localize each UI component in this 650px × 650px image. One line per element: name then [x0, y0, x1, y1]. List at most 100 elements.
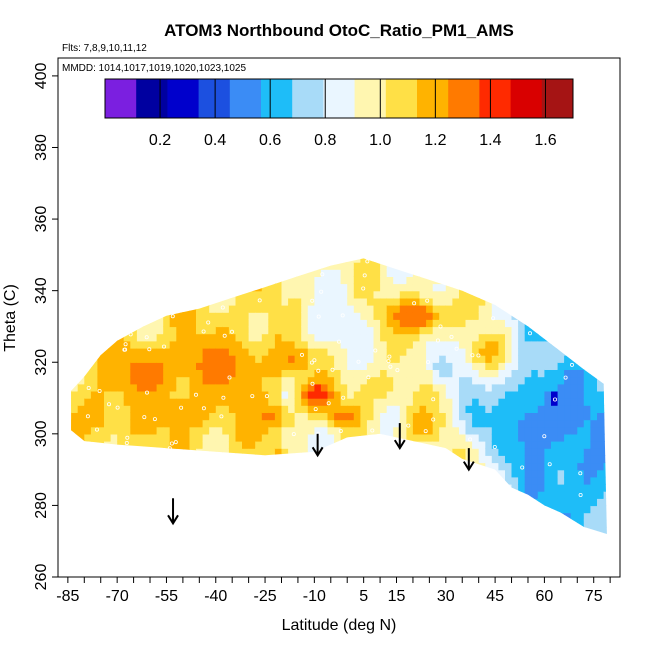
heatmap-cell: [169, 269, 177, 277]
heatmap-cell: [202, 441, 210, 449]
heatmap-cell: [202, 469, 210, 478]
heatmap-cell: [340, 405, 348, 413]
heatmap-cell: [215, 362, 223, 370]
heatmap-cell: [399, 426, 407, 435]
heatmap-cell: [196, 312, 204, 320]
heatmap-cell: [143, 469, 151, 478]
heatmap-cell: [406, 462, 414, 471]
heatmap-cell: [156, 512, 164, 521]
heatmap-cell: [412, 376, 421, 385]
heatmap-cell: [491, 505, 499, 514]
heatmap-cell: [570, 376, 578, 385]
heatmap-cell: [248, 269, 256, 277]
heatmap-cell: [498, 248, 505, 256]
heatmap-cell: [288, 441, 296, 449]
heatmap-cell: [90, 290, 99, 299]
heatmap-cell: [242, 340, 250, 349]
heatmap-cell: [130, 462, 138, 471]
heatmap-cell: [143, 491, 151, 499]
heatmap-cell: [577, 405, 585, 413]
heatmap-cell: [577, 483, 585, 492]
heatmap-cell: [182, 312, 191, 320]
heatmap-cell: [190, 248, 197, 256]
heatmap-cell: [597, 376, 605, 385]
heatmap-cell: [491, 526, 499, 534]
heatmap-cell: [590, 347, 598, 356]
heatmap-cell: [314, 340, 322, 349]
heatmap-cell: [399, 312, 407, 320]
heatmap-cell: [360, 355, 368, 363]
heatmap-cell: [294, 505, 302, 514]
heatmap-cell: [380, 340, 388, 349]
heatmap-cell: [590, 455, 598, 464]
heatmap-cell: [570, 491, 578, 499]
heatmap-cell: [340, 319, 348, 328]
heatmap-cell: [229, 534, 236, 542]
heatmap-cell: [452, 505, 460, 514]
heatmap-cell: [505, 258, 513, 263]
heatmap-cell: [222, 297, 230, 306]
heatmap-cell: [71, 398, 72, 406]
heatmap-cell: [97, 326, 105, 335]
heatmap-cell: [196, 362, 204, 370]
heatmap-cell: [228, 305, 237, 313]
heatmap-cell: [380, 433, 388, 442]
heatmap-cell: [445, 505, 453, 514]
heatmap-cell: [222, 405, 230, 413]
heatmap-cell: [340, 390, 348, 399]
heatmap-cell: [610, 427, 617, 435]
heatmap-cell: [327, 362, 335, 370]
heatmap-cell: [255, 262, 263, 270]
heatmap-cell: [169, 412, 177, 421]
heatmap-cell: [261, 426, 269, 435]
heatmap-cell: [307, 283, 315, 292]
heatmap-cell: [459, 405, 467, 413]
heatmap-cell: [301, 248, 308, 256]
observation-point: [128, 332, 133, 337]
heatmap-cell: [189, 258, 197, 263]
heatmap-cell: [537, 469, 545, 478]
heatmap-cell: [465, 426, 473, 435]
heatmap-cell: [189, 283, 197, 292]
heatmap-cell: [288, 405, 296, 413]
heatmap-cell: [360, 290, 368, 299]
heatmap-cell: [334, 319, 342, 328]
heatmap-cell: [366, 383, 375, 392]
heatmap-cell: [228, 419, 237, 428]
heatmap-cell: [189, 290, 197, 299]
heatmap-cell: [84, 398, 92, 406]
observation-point: [425, 298, 430, 303]
heatmap-cell: [498, 326, 506, 335]
observation-point: [221, 395, 226, 400]
heatmap-cell: [294, 319, 302, 328]
heatmap-cell: [491, 333, 499, 342]
heatmap-cell: [386, 483, 394, 492]
plot-area: [71, 248, 617, 542]
heatmap-cell: [511, 462, 519, 471]
heatmap-cell: [255, 376, 263, 385]
heatmap-cell: [505, 290, 513, 299]
heatmap-cell: [524, 312, 532, 320]
observation-point: [312, 358, 317, 363]
heatmap-cell: [215, 476, 223, 485]
heatmap-cell: [419, 462, 427, 471]
heatmap-cell: [209, 376, 217, 385]
heatmap-cell: [558, 248, 565, 256]
heatmap-cell: [439, 283, 447, 292]
heatmap-cell: [518, 283, 526, 292]
heatmap-cell: [459, 269, 467, 277]
heatmap-cell: [150, 383, 158, 392]
heatmap-cell: [104, 405, 112, 413]
heatmap-cell: [380, 412, 388, 421]
heatmap-cell: [288, 512, 296, 521]
heatmap-cell: [373, 519, 381, 528]
heatmap-cell: [531, 248, 538, 256]
heatmap-cell: [439, 483, 447, 492]
heatmap-cell: [570, 483, 578, 492]
heatmap-cell: [511, 448, 519, 456]
heatmap-cell: [603, 455, 607, 464]
heatmap-cell: [104, 419, 112, 428]
heatmap-cell: [412, 455, 421, 464]
observation-point: [340, 313, 345, 318]
heatmap-cell: [419, 419, 427, 428]
